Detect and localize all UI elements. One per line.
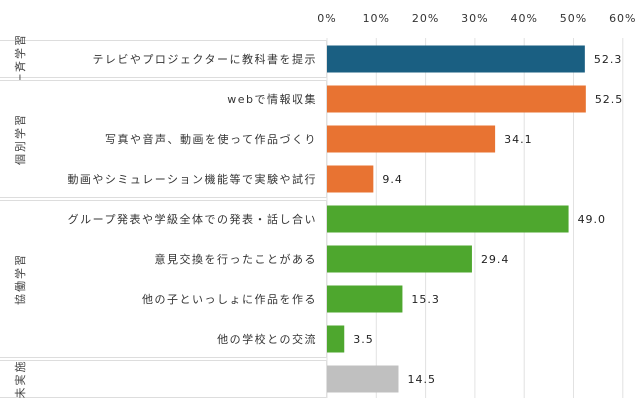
- data-label: 9.4: [382, 173, 403, 186]
- data-label: 14.5: [407, 373, 436, 386]
- category-label: グループ発表や学級全体での発表・話し合い: [68, 212, 317, 226]
- bar: [327, 45, 585, 73]
- group-1: 個別学習: [0, 80, 327, 198]
- bar: [327, 85, 586, 113]
- x-tick-label: 60%: [609, 12, 636, 25]
- group-0: 一斉学習: [0, 33, 327, 85]
- data-label: 3.5: [353, 333, 374, 346]
- data-label: 15.3: [411, 293, 440, 306]
- bar: [327, 285, 403, 313]
- bar: [327, 165, 374, 193]
- bar: [327, 125, 496, 153]
- bar: [327, 365, 399, 393]
- data-label: 49.0: [578, 213, 607, 226]
- x-tick-label: 20%: [412, 12, 439, 25]
- category-label: webで情報収集: [227, 92, 317, 106]
- data-label: 29.4: [481, 253, 510, 266]
- x-tick-label: 30%: [461, 12, 488, 25]
- group-3: 未実施: [0, 360, 327, 399]
- bar: [327, 205, 569, 233]
- x-tick-label: 10%: [363, 12, 390, 25]
- category-label: 他の子といっしょに作品を作る: [142, 293, 317, 306]
- data-label: 52.3: [594, 53, 623, 66]
- category-label: 動画やシミュレーション機能等で実験や試行: [67, 172, 317, 186]
- bar: [327, 325, 345, 353]
- category-label: テレビやプロジェクターに教科書を提示: [92, 52, 317, 66]
- group-2: 協働学習: [0, 200, 327, 358]
- data-label: 34.1: [504, 133, 533, 146]
- category-label: 他の学校との交流: [217, 332, 317, 346]
- category-label: 写真や音声、動画を使って作品づくり: [105, 132, 317, 146]
- data-label: 52.5: [595, 93, 624, 106]
- category-label: 意見交換を行ったことがある: [155, 252, 318, 266]
- bar: [327, 245, 472, 273]
- x-tick-label: 40%: [510, 12, 537, 25]
- x-tick-label: 50%: [560, 12, 587, 25]
- x-tick-label: 0%: [317, 12, 336, 25]
